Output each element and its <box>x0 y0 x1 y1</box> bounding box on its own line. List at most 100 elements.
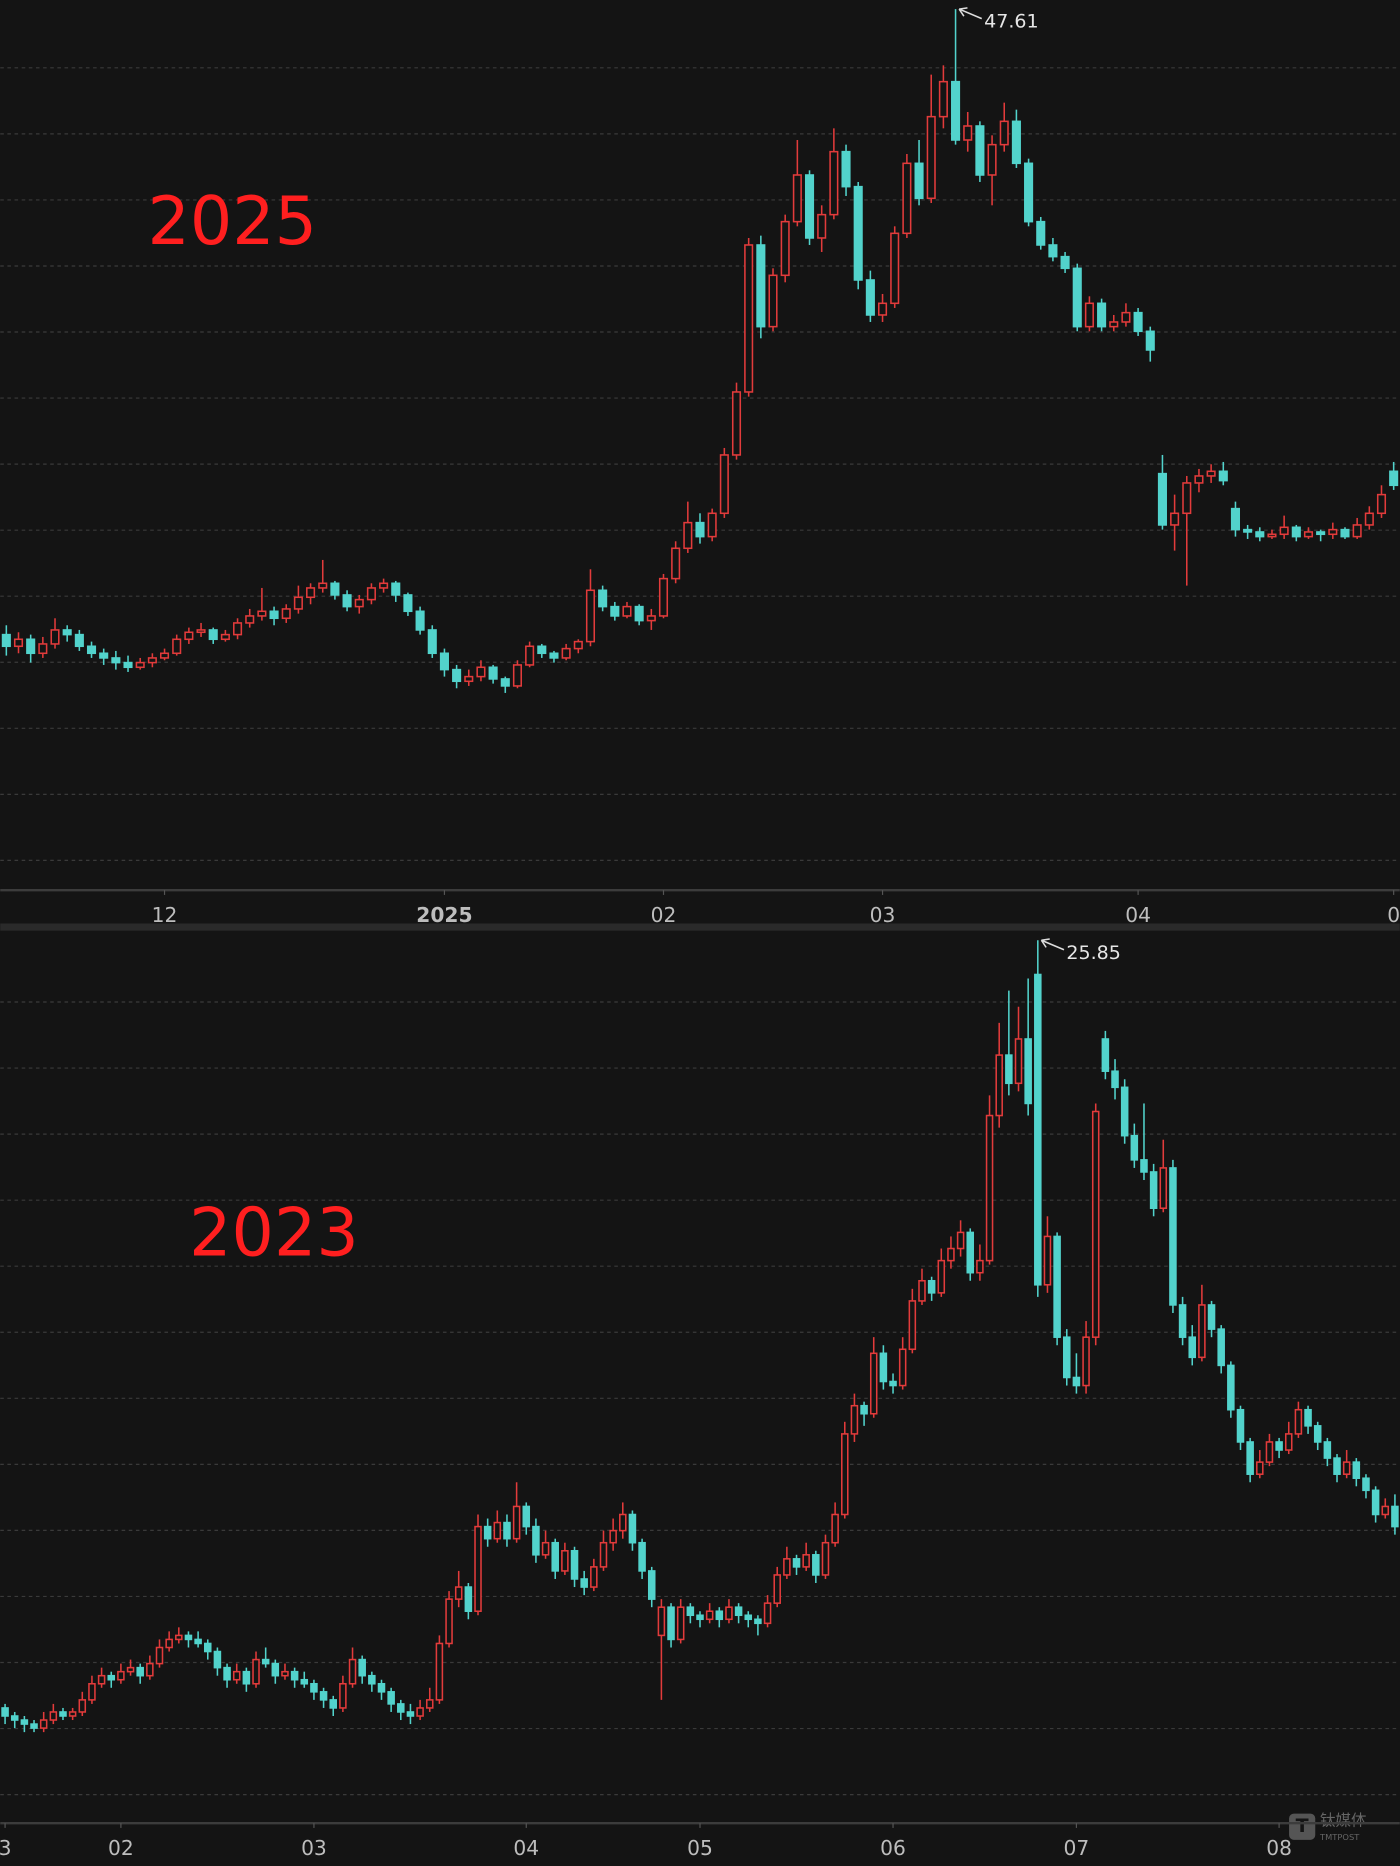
candle-body <box>146 1662 154 1677</box>
candle-body <box>1169 1167 1177 1306</box>
candle-body <box>454 1586 463 1600</box>
candle-body <box>184 631 194 641</box>
candle-body <box>439 652 449 671</box>
x-tick-label: 3 <box>0 1836 12 1860</box>
candle-body <box>445 1598 453 1645</box>
candle-body <box>783 1558 791 1576</box>
candle-body <box>379 582 389 589</box>
candle-body <box>99 652 109 659</box>
candle-body <box>136 1666 144 1677</box>
x-tick-label: 04 <box>1125 903 1151 927</box>
peak-label: 47.61 <box>984 11 1038 33</box>
candle-body <box>1279 526 1289 536</box>
candle-body <box>1170 512 1180 526</box>
candle-body <box>68 1711 77 1717</box>
peak-arrow <box>958 8 983 20</box>
candle-body <box>1014 1038 1023 1085</box>
candle-body <box>1097 302 1107 328</box>
candle-body <box>619 1513 627 1532</box>
candle-body <box>532 1525 540 1556</box>
candle-body <box>646 615 656 622</box>
candle-body <box>1313 1425 1322 1443</box>
candle-body <box>1 1707 9 1717</box>
candle-body <box>1157 472 1167 526</box>
candle-body <box>763 1602 772 1625</box>
x-tick-label: 0 <box>1387 903 1400 927</box>
candle-body <box>184 1634 193 1641</box>
watermark-text: 钛媒体 <box>1320 1811 1367 1829</box>
candle-body <box>30 1723 38 1729</box>
candle-body <box>147 657 157 664</box>
candle-body <box>1024 162 1034 223</box>
candle-body <box>908 1300 917 1351</box>
candle-body <box>1284 1433 1293 1451</box>
candle-body <box>780 220 790 277</box>
candle-body <box>403 594 413 613</box>
candle-body <box>598 589 608 608</box>
candle-body <box>1316 531 1326 536</box>
candle-body <box>975 125 985 176</box>
candle-body <box>339 1682 347 1709</box>
candle-body <box>271 1662 280 1677</box>
candle-body <box>49 1711 58 1721</box>
candle-body <box>638 1541 646 1572</box>
candle-body <box>676 1606 685 1641</box>
peak-arrow-head <box>1040 938 1050 948</box>
candle-body <box>570 1549 579 1580</box>
candle-body <box>474 1525 482 1612</box>
candle-body <box>97 1674 106 1685</box>
candle-body <box>415 610 425 631</box>
candle-body <box>39 1719 48 1729</box>
candle-body <box>1227 1364 1235 1411</box>
candle-body <box>1303 531 1314 538</box>
candle-body <box>1256 1461 1264 1475</box>
candle-body <box>1159 1167 1168 1209</box>
candle-body <box>252 1658 260 1685</box>
candle-body <box>425 1699 434 1709</box>
candle-body <box>293 596 303 610</box>
x-tick-label: 04 <box>513 1836 539 1860</box>
candle-body <box>319 1691 328 1701</box>
candle-body <box>898 1348 907 1387</box>
candle-body <box>117 1670 125 1681</box>
candle-body <box>232 1670 241 1681</box>
candle-body <box>1333 1457 1341 1475</box>
candle-body <box>890 232 900 305</box>
x-tick-label: 2025 <box>416 903 472 927</box>
candle-body <box>938 80 948 118</box>
candle-body <box>927 1279 936 1294</box>
candle-body <box>377 1682 386 1693</box>
candle-body <box>1072 267 1082 328</box>
candle-body <box>281 608 291 620</box>
x-tick-label: 03 <box>870 903 896 927</box>
candle-body <box>585 589 596 643</box>
x-tick-label: 03 <box>301 1836 327 1860</box>
candle-body <box>358 1658 366 1677</box>
candle-body <box>342 594 352 608</box>
candle-body <box>671 547 681 580</box>
candle-body <box>348 1658 357 1685</box>
candle-body <box>1109 321 1119 328</box>
candle-body <box>734 1606 743 1617</box>
candle-body <box>853 185 863 281</box>
candle-body <box>1120 1086 1129 1137</box>
candle-body <box>802 1554 810 1568</box>
candle-body <box>1352 524 1362 538</box>
candle-body <box>245 615 255 624</box>
candle-body <box>1188 1336 1197 1359</box>
candle-body <box>452 668 462 683</box>
x-tick-label: 07 <box>1064 1836 1090 1860</box>
watermark-subtext: TMTPOST <box>1319 1832 1360 1842</box>
candle-body <box>427 629 437 655</box>
candle-body <box>841 150 851 188</box>
candle-body <box>719 454 729 515</box>
candle-body <box>963 125 973 141</box>
candle-body <box>947 1247 955 1262</box>
candle-body <box>754 1618 762 1625</box>
candle-body <box>541 1541 550 1556</box>
candle-body <box>561 1549 569 1572</box>
candle-body <box>500 678 510 687</box>
